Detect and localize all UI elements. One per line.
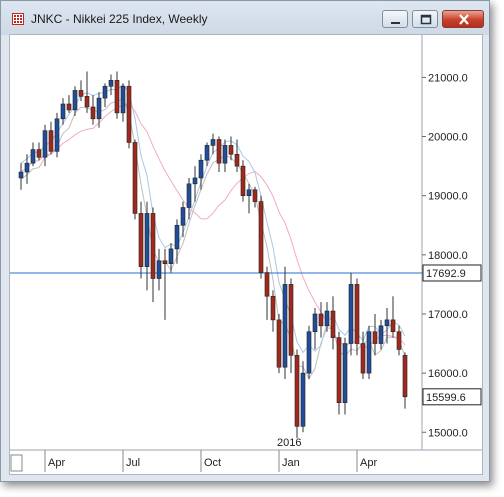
candle-body: [72, 90, 78, 111]
x-tick-label: Apr: [48, 457, 65, 469]
candle-body: [174, 224, 180, 250]
y-tick-label: 20000.0: [428, 132, 468, 144]
candle-body: [18, 171, 24, 179]
reference-line-label-box: [422, 264, 482, 282]
candle-body: [384, 319, 390, 327]
candlestick-chart[interactable]: 21000.0 20000.0 19000.0 18000.0 17000.0 16000…: [10, 35, 482, 474]
window-title: JNKC - Nikkei 225 Index, Weekly: [31, 12, 208, 26]
candle-body: [66, 103, 72, 111]
y-tick-label: 16000.0: [428, 368, 468, 380]
candle-body: [204, 145, 210, 161]
close-button[interactable]: [442, 10, 484, 28]
candle-body: [240, 165, 246, 196]
candle-body: [96, 97, 102, 120]
candle-body: [126, 85, 132, 143]
last-price-label: 15599.6: [426, 392, 466, 404]
candle-body: [198, 159, 204, 179]
candle-body: [78, 90, 84, 97]
x-tick-label: Apr: [360, 457, 377, 469]
x-tick-label: Oct: [204, 457, 221, 469]
candle-body: [324, 310, 330, 327]
y-tick-label: 17000.0: [428, 309, 468, 321]
corner-box: [10, 454, 23, 472]
candle-body: [192, 177, 198, 185]
candle-body: [216, 139, 222, 164]
candle-body: [348, 284, 354, 344]
candle-body: [270, 295, 276, 321]
maximize-button[interactable]: [412, 10, 438, 28]
candle-body: [252, 189, 258, 202]
candle-body: [396, 331, 402, 350]
x-tick-label: Jan: [282, 457, 300, 469]
candle-body: [102, 85, 108, 99]
last-price-label-box: [422, 388, 482, 406]
candle-body: [366, 331, 372, 374]
candle-body: [336, 337, 342, 403]
candle-body: [54, 118, 60, 152]
y-tick-label: 19000.0: [428, 191, 468, 203]
year-marker-label: 2016: [277, 437, 301, 449]
candle-body: [132, 142, 138, 214]
minimize-button[interactable]: [382, 10, 408, 28]
y-tick-label: 15000.0: [428, 427, 468, 439]
candle-body: [390, 319, 396, 333]
candle-body: [228, 145, 234, 155]
candle-body: [210, 139, 216, 146]
minimize-icon: [391, 22, 400, 24]
moving-average-fast-line: [20, 83, 406, 354]
candle-body: [108, 80, 114, 87]
candle-body: [372, 331, 378, 344]
candle-body: [276, 319, 282, 368]
y-tick-label: 18000.0: [428, 250, 468, 262]
candle-body: [258, 201, 264, 273]
candle-body: [24, 162, 30, 173]
candle-body: [354, 284, 360, 344]
candle-body: [144, 213, 150, 267]
app-logo-icon: [12, 13, 24, 25]
candle-body: [60, 103, 66, 120]
candle-body: [342, 343, 348, 403]
candle-body: [42, 130, 48, 158]
candle-body: [234, 153, 240, 167]
chart-window: JNKC - Nikkei 225 Index, Weekly 21000.0 2…: [0, 0, 490, 482]
candle-body: [120, 85, 126, 114]
candle-body: [156, 260, 162, 279]
reference-line-label: 17692.9: [426, 268, 466, 280]
candle-body: [288, 284, 294, 356]
candle-body: [300, 372, 306, 427]
candle-body: [330, 310, 336, 338]
candle-body: [114, 80, 120, 114]
candle-body: [186, 183, 192, 208]
candle-body: [294, 355, 300, 427]
candle-body: [312, 313, 318, 333]
candle-body: [84, 96, 90, 108]
y-tick-label: 21000.0: [428, 72, 468, 84]
maximize-icon: [420, 14, 432, 25]
candle-body: [180, 207, 186, 226]
candle-body: [48, 130, 54, 152]
chart-area[interactable]: 21000.0 20000.0 19000.0 18000.0 17000.0 16000…: [9, 34, 483, 475]
candle-body: [378, 325, 384, 344]
candle-body: [282, 284, 288, 368]
candle-body: [90, 106, 96, 120]
candle-body: [306, 331, 312, 374]
candle-body: [360, 343, 366, 374]
candle-body: [162, 260, 168, 265]
candle-body: [402, 355, 408, 398]
candle-body: [168, 248, 174, 265]
candle-body: [246, 189, 252, 196]
candle-body: [30, 149, 36, 164]
candle-body: [222, 145, 228, 164]
candle-body: [36, 149, 42, 158]
close-icon: [459, 14, 469, 25]
x-tick-label: Jul: [126, 457, 140, 469]
title-bar[interactable]: JNKC - Nikkei 225 Index, Weekly: [1, 1, 489, 35]
candle-body: [138, 213, 144, 267]
candle-body: [264, 272, 270, 297]
candle-body: [318, 313, 324, 327]
candle-body: [150, 213, 156, 279]
